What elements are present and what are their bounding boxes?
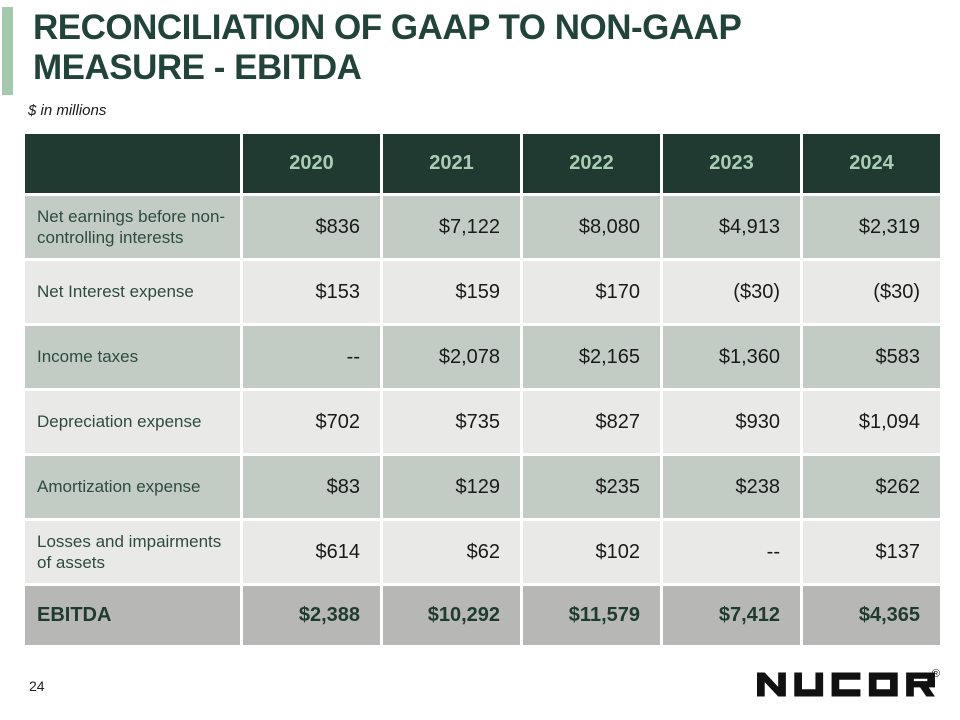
row-label: Income taxes	[22, 323, 243, 391]
table-row: Net Interest expense $153 $159 $170 ($30) ($3…	[22, 258, 943, 326]
row-label: Depreciation expense	[22, 388, 243, 456]
row-value: $2,078	[380, 323, 523, 391]
row-value: $7,122	[380, 193, 523, 261]
table-total-row: EBITDA $2,388 $10,292 $11,579 $7,412 $4,365	[22, 583, 943, 648]
table-row: Income taxes -- $2,078 $2,165 $1,360 $583	[22, 323, 943, 391]
row-value: $827	[520, 388, 663, 456]
page-number: 24	[29, 678, 45, 694]
row-value: ($30)	[800, 258, 943, 326]
page-title-line1: RECONCILIATION OF GAAP TO NON-GAAP	[33, 8, 742, 47]
row-value: $238	[660, 453, 803, 521]
row-value: $614	[240, 518, 383, 586]
row-value: $62	[380, 518, 523, 586]
title-accent-bar	[2, 7, 13, 95]
row-value: $11,579	[520, 583, 663, 648]
row-value: $262	[800, 453, 943, 521]
table-row: Net earnings before non-controlling inte…	[22, 193, 943, 261]
row-value: $170	[520, 258, 663, 326]
row-value: --	[240, 323, 383, 391]
row-label: Amortization expense	[22, 453, 243, 521]
row-value: $159	[380, 258, 523, 326]
header-cell-year: 2022	[520, 131, 663, 196]
row-value: $1,094	[800, 388, 943, 456]
row-value: $129	[380, 453, 523, 521]
reconciliation-table: 2020 2021 2022 2023 2024 Net earnings before…	[22, 131, 943, 648]
row-label: Net Interest expense	[22, 258, 243, 326]
row-label: EBITDA	[22, 583, 243, 648]
page-title-line2: MEASURE - EBITDA	[33, 47, 362, 87]
nucor-logo: NUCOR ®	[757, 668, 943, 702]
registered-trademark-icon: ®	[931, 668, 940, 680]
table-header-row: 2020 2021 2022 2023 2024	[22, 131, 943, 196]
row-value: $10,292	[380, 583, 523, 648]
page-title: RECONCILIATION OF GAAP TO NON-GAAP MEASU…	[33, 8, 893, 87]
row-value: $102	[520, 518, 663, 586]
header-cell-year: 2024	[800, 131, 943, 196]
row-value: $4,365	[800, 583, 943, 648]
table-row: Amortization expense $83 $129 $235 $238 $262	[22, 453, 943, 521]
row-value: $235	[520, 453, 663, 521]
row-value: $930	[660, 388, 803, 456]
header-cell-year: 2021	[380, 131, 523, 196]
row-value: $2,319	[800, 193, 943, 261]
row-label: Net earnings before non-controlling inte…	[22, 193, 243, 261]
table-row: Losses and impairments of assets $614 $62 $…	[22, 518, 943, 586]
row-value: $137	[800, 518, 943, 586]
row-label: Losses and impairments of assets	[22, 518, 243, 586]
row-value: $735	[380, 388, 523, 456]
row-value: ($30)	[660, 258, 803, 326]
row-value: $583	[800, 323, 943, 391]
row-value: $2,165	[520, 323, 663, 391]
row-value: $83	[240, 453, 383, 521]
units-note: $ in millions	[28, 102, 107, 119]
row-value: $8,080	[520, 193, 663, 261]
row-value: $153	[240, 258, 383, 326]
table-body: Net earnings before non-controlling inte…	[22, 193, 943, 648]
header-cell-blank	[22, 131, 243, 196]
table-row: Depreciation expense $702 $735 $827 $930 $1,0…	[22, 388, 943, 456]
row-value: --	[660, 518, 803, 586]
row-value: $4,913	[660, 193, 803, 261]
row-value: $702	[240, 388, 383, 456]
row-value: $7,412	[660, 583, 803, 648]
header-cell-year: 2023	[660, 131, 803, 196]
header-cell-year: 2020	[240, 131, 383, 196]
row-value: $1,360	[660, 323, 803, 391]
row-value: $836	[240, 193, 383, 261]
row-value: $2,388	[240, 583, 383, 648]
nucor-logo-icon	[757, 672, 935, 697]
